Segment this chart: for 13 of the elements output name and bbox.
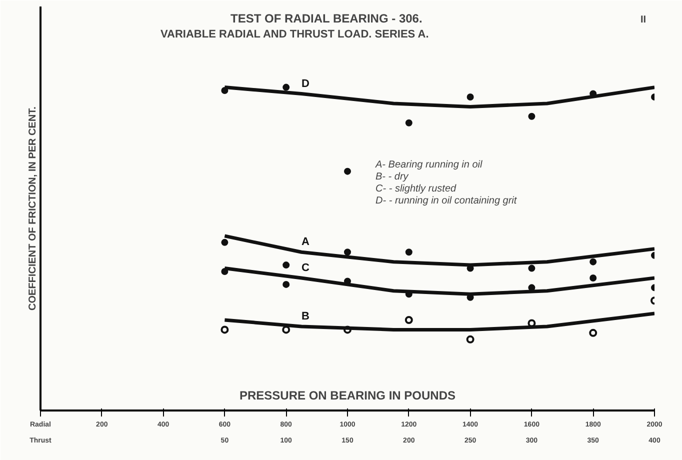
series-label: C: [301, 262, 310, 274]
chart-subtitle: VARIABLE RADIAL AND THRUST LOAD. SERIES A.: [160, 28, 429, 40]
chart-title: TEST OF RADIAL BEARING - 306.: [230, 12, 422, 26]
x-axis-title: PRESSURE ON BEARING IN POUNDS: [239, 388, 456, 402]
annotation: D- - running in oil containing grit: [376, 196, 518, 206]
series-label: B: [301, 310, 310, 322]
text: II: [640, 14, 646, 26]
series-label: D: [301, 78, 310, 90]
annotation: A- Bearing running in oil: [374, 160, 484, 170]
y-axis-title: COEFFICIENT OF FRICTION, IN PER CENT.: [28, 106, 38, 310]
annotation: C- - slightly rusted: [376, 184, 457, 194]
series-label: A: [301, 236, 310, 248]
annotation: B- - dry: [376, 172, 410, 182]
